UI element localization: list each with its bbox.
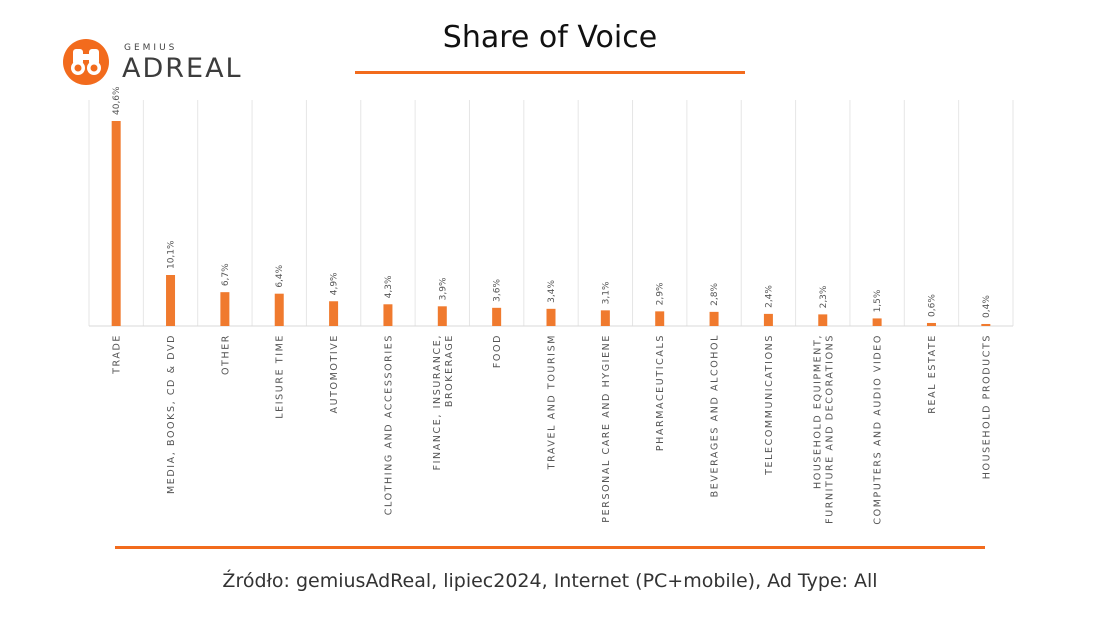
bar	[437, 306, 447, 326]
gemius-adreal-logo: GEMIUS ADREAL	[62, 38, 252, 90]
x-tick-label: REAL ESTATE	[927, 334, 938, 414]
x-tick-label: BEVERAGES AND ALCOHOL	[710, 334, 721, 497]
x-tick-label: HOUSEHOLD PRODUCTS	[981, 334, 992, 479]
bar	[220, 292, 230, 326]
x-tick-label: COMPUTERS AND AUDIO VIDEO	[873, 334, 884, 525]
data-label: 10,1%	[167, 240, 177, 269]
bar	[926, 322, 936, 326]
bar	[274, 293, 284, 326]
data-label: 4,9%	[330, 272, 340, 295]
data-label: 0,6%	[927, 294, 937, 317]
bar	[111, 121, 121, 326]
x-tick-label: FOOD	[492, 334, 503, 368]
data-label: 4,3%	[384, 275, 394, 298]
x-tick-label: OTHER	[220, 334, 231, 375]
footer-divider	[115, 546, 985, 549]
bar	[546, 308, 556, 326]
x-tick-label: AUTOMOTIVE	[329, 334, 340, 414]
bar	[600, 310, 610, 326]
bar	[763, 313, 773, 326]
data-label: 6,7%	[221, 263, 231, 286]
bar	[329, 301, 339, 326]
data-label: 6,4%	[275, 264, 285, 287]
bar	[981, 323, 991, 326]
data-label: 0,4%	[982, 295, 992, 318]
logo-brand-main: ADREAL	[122, 53, 243, 84]
bar	[872, 318, 882, 326]
source-note: Źródło: gemiusAdReal, lipiec2024, Intern…	[222, 570, 878, 592]
binoculars-icon	[63, 39, 109, 85]
data-label: 3,9%	[438, 277, 448, 300]
data-label: 2,4%	[764, 285, 774, 308]
x-tick-label: PHARMACEUTICALS	[655, 334, 666, 451]
data-label: 40,6%	[112, 86, 122, 115]
data-label: 2,3%	[819, 285, 829, 308]
x-tick-label: TRADE	[112, 334, 123, 375]
x-tick-label: HOUSEHOLD EQUIPMENT,FURNITURE AND DECORA…	[812, 334, 835, 524]
logo-brand-top: GEMIUS	[124, 43, 177, 53]
data-label: 1,5%	[873, 289, 883, 312]
data-label: 2,9%	[656, 282, 666, 305]
data-label: 3,1%	[601, 281, 611, 304]
title-underline	[355, 71, 745, 74]
x-tick-label: TRAVEL AND TOURISM	[547, 334, 558, 470]
bar	[166, 275, 176, 326]
bar	[818, 314, 828, 326]
x-tick-label: FINANCE, INSURANCE,BROKERAGE	[432, 334, 455, 470]
x-tick-label: MEDIA, BOOKS, CD & DVD	[166, 334, 177, 494]
x-tick-label: LEISURE TIME	[275, 334, 286, 419]
x-tick-label: PERSONAL CARE AND HYGIENE	[601, 334, 612, 523]
bar	[383, 304, 393, 326]
share-of-voice-chart: 40,6% TRADE 10,1% MEDIA, BOOKS, CD & DVD 6,7…	[88, 86, 1014, 525]
data-label: 3,4%	[547, 280, 557, 303]
page-title: Share of Voice	[442, 20, 658, 55]
data-label: 3,6%	[493, 279, 503, 302]
bar	[655, 311, 665, 326]
bar	[709, 311, 719, 326]
bar	[492, 307, 502, 326]
data-label: 2,8%	[710, 283, 720, 306]
x-tick-label: CLOTHING AND ACCESSORIES	[383, 334, 394, 515]
x-tick-label: TELECOMMUNICATIONS	[764, 334, 775, 476]
